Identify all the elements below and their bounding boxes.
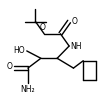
Text: NH₂: NH₂ (21, 85, 35, 94)
Text: O: O (72, 17, 78, 26)
Text: O: O (40, 23, 46, 32)
Text: O: O (6, 62, 12, 71)
Text: NH: NH (71, 42, 82, 51)
Text: HO: HO (14, 46, 25, 55)
